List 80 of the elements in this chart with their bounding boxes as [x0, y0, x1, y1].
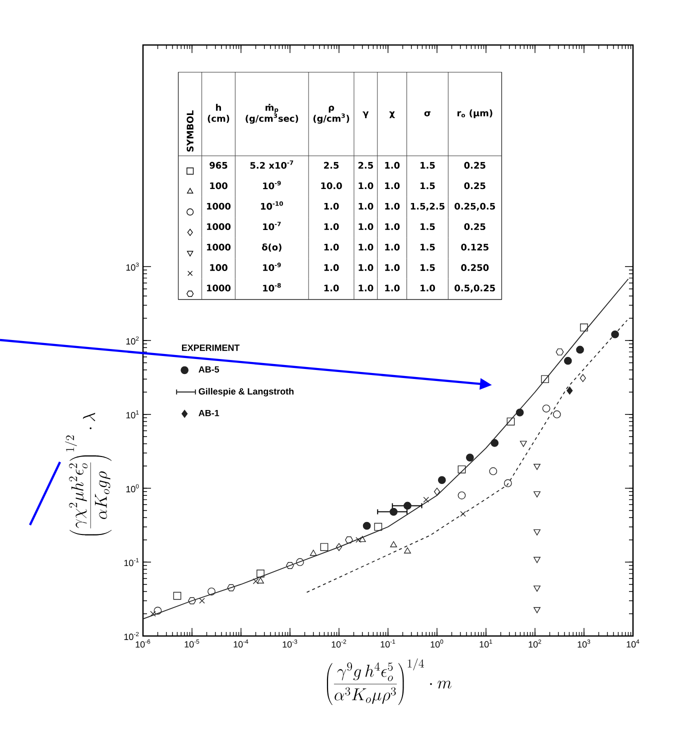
annotation: 1.0 — [324, 284, 339, 292]
annotation: 1.0 — [385, 182, 400, 190]
legend-label: Gillespie & Langstroth — [198, 388, 294, 396]
annotation: 0.5,0.25 — [454, 284, 495, 293]
annotation: 1000 — [207, 202, 231, 210]
y-tick-label: 10$^{1}$ — [126, 410, 139, 418]
x-tick-label: 10$^{-2}$ — [332, 640, 346, 648]
annotation: 1.0 — [358, 202, 374, 210]
annotation: SYMBOL — [186, 110, 194, 152]
annotation: 10$^{-9}$ — [263, 262, 281, 272]
annotation: 5.2 x10$^{-7}$ — [250, 160, 294, 169]
y-tick-label: 10$^{3}$ — [126, 262, 139, 271]
annotation: 1.0 — [385, 264, 400, 271]
annotation: r$_{o}$ (μm) — [457, 109, 492, 118]
annotation: 1.0 — [324, 244, 339, 251]
x-axis-title: $\left(\frac{\gamma^{9} g\, h^{4} \epsilon_{o}^{5}}{\alpha^{3} K_{o} \mu \rho^{3}}\right)^{1/4}\cdot m$ — [326, 658, 452, 705]
annotation: 1.0 — [385, 284, 400, 292]
annotation: 1.5 — [420, 182, 435, 190]
annotation: 0.25 — [464, 182, 486, 190]
legend-label: AB-5 — [198, 366, 220, 373]
annotation: γ — [362, 111, 369, 118]
y-tick-label: 10$^{-2}$ — [124, 632, 139, 640]
y-axis-title: $\left(\frac{\gamma \chi^{2} \mu h^{2} \epsilon_{o}^{2}}{\alpha K_{o} g \rho}\right)^{1/2}\cdot \lambda$ — [64, 412, 112, 536]
annotation: 10$^{-9}$ — [263, 180, 281, 190]
annotation: 0.125 — [461, 244, 488, 251]
annotation: 100 — [210, 264, 228, 271]
annotation: 1.0 — [324, 223, 339, 230]
annotation: 1.5 — [420, 244, 435, 251]
legend-label: AB-1 — [198, 410, 220, 416]
x-tick-label: 10$^{-1}$ — [380, 640, 396, 648]
annotation: 1.0 — [420, 284, 436, 292]
annotation: 1.0 — [385, 244, 400, 251]
x-tick-label: 10$^{-3}$ — [282, 640, 298, 648]
legend-title: EXPERIMENT — [182, 344, 240, 351]
annotation: 1.0 — [358, 182, 374, 190]
x-tick-label: 10$^{1}$ — [480, 640, 492, 648]
x-tick-label: 10$^{2}$ — [528, 640, 542, 648]
annotation: δ(o) — [262, 243, 282, 252]
x-tick-label: 10$^{3}$ — [578, 640, 590, 648]
y-tick-label: 10$^{-1}$ — [124, 558, 139, 566]
annotation: h (cm) — [208, 104, 230, 123]
annotation: 0.25 — [464, 162, 486, 169]
annotation: 1.0 — [358, 264, 374, 271]
annotation: 10.0 — [321, 182, 342, 190]
annotation: ρ (g/cm$^{3}$) — [313, 106, 350, 124]
y-tick-label: 10$^{2}$ — [126, 336, 139, 345]
annotation: 0.25 — [464, 223, 486, 230]
annotation: 1000 — [207, 223, 231, 230]
x-tick-label: 10$^{-6}$ — [136, 640, 150, 648]
annotation: 1.0 — [385, 202, 400, 210]
annotation: 0.250 — [461, 264, 489, 271]
annotation: 1.0 — [358, 244, 374, 251]
x-tick-label: 10$^{-4}$ — [234, 640, 248, 648]
annotation: 1000 — [207, 284, 231, 292]
y-tick-label: 10$^{0}$ — [126, 484, 139, 492]
annotation: 1.0 — [385, 223, 400, 230]
annotation: 100 — [210, 182, 228, 190]
annotation: 10$^{-10}$ — [261, 201, 283, 210]
x-tick-label: 10$^{4}$ — [626, 640, 640, 648]
annotation: 1.5 — [420, 162, 435, 169]
annotation: 1.5,2.5 — [410, 202, 444, 211]
annotation: 2.5 — [358, 162, 374, 169]
annotation: 1.0 — [324, 264, 339, 271]
annotation: 10$^{-7}$ — [263, 222, 281, 230]
annotation: σ — [424, 111, 431, 116]
annotation: 0.25,0.5 — [454, 202, 495, 211]
annotation: 1.0 — [358, 223, 374, 230]
x-tick-label: 10$^{0}$ — [430, 640, 444, 648]
x-tick-label: 10$^{-5}$ — [184, 640, 200, 648]
annotation: 1.0 — [324, 202, 339, 210]
annotation: 1.5 — [420, 223, 435, 230]
annotation: 1.0 — [358, 284, 374, 292]
annotation: χ — [389, 111, 395, 118]
annotation: 1.0 — [385, 162, 400, 169]
annotation: 1000 — [207, 244, 231, 251]
annotation: 10$^{-8}$ — [263, 283, 281, 292]
annotation: ṁ$_{p}$ (g/cm$^{3}$sec) — [246, 104, 298, 124]
annotation: 1.5 — [420, 264, 435, 271]
annotation: 965 — [210, 162, 228, 169]
annotation: 2.5 — [324, 162, 339, 169]
